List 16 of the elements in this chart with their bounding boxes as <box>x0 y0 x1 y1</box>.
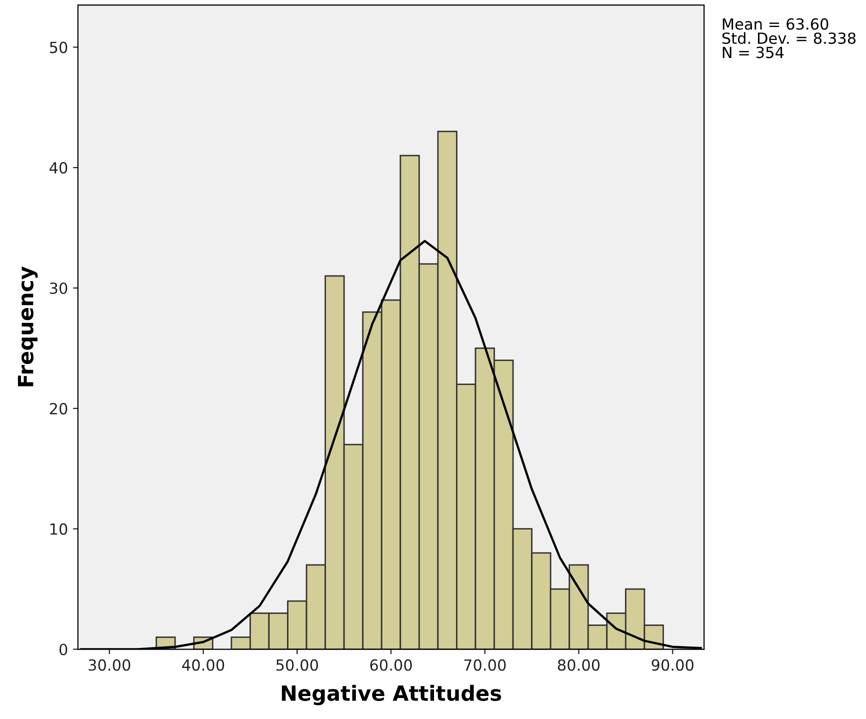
y-tick-label: 30 <box>50 282 68 294</box>
x-tick-label: 50.00 <box>276 659 318 671</box>
y-tick-label: 40 <box>50 162 68 174</box>
x-tick-label: 70.00 <box>464 659 506 671</box>
x-tick-label: 30.00 <box>88 659 130 671</box>
x-tick-label: 80.00 <box>558 659 600 671</box>
y-tick-label: 50 <box>50 42 68 54</box>
y-tick-label: 10 <box>50 523 68 535</box>
x-tick-label: 40.00 <box>182 659 224 671</box>
y-tick-label: 20 <box>50 402 68 414</box>
text: Mean = 63.60 Std. Dev. = 8.338 N = 354 <box>722 18 856 58</box>
x-tick-label: 60.00 <box>370 659 412 671</box>
y-tick-label: 0 <box>60 644 68 656</box>
x-tick-label: 90.00 <box>652 659 694 671</box>
y-axis-title: Frequency <box>18 266 38 386</box>
x-axis-title: Negative Attitudes <box>282 684 502 706</box>
